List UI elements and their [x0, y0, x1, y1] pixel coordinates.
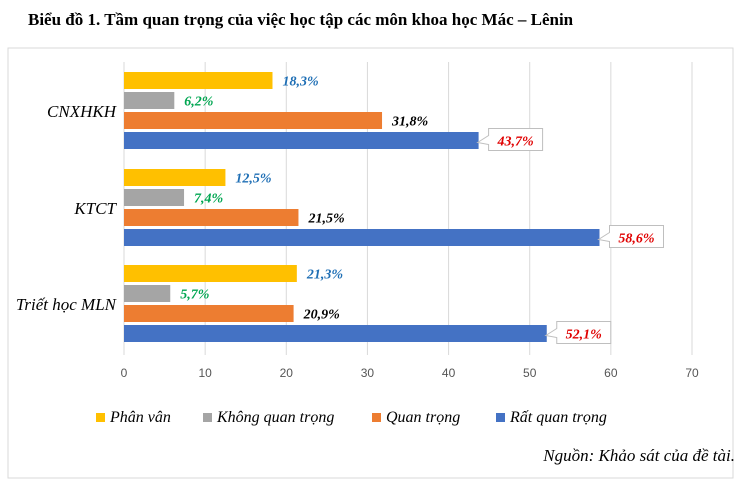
bar [124, 285, 171, 302]
data-callout-box [597, 225, 664, 248]
legend-label: Quan trọng [386, 409, 460, 426]
legend-label: Không quan trọng [216, 409, 334, 426]
bar [124, 305, 294, 322]
legend-swatch [372, 413, 381, 422]
legend-swatch [96, 413, 105, 422]
data-callout-box [476, 128, 544, 151]
category-label: KTCT [73, 199, 117, 218]
x-tick-label: 30 [361, 366, 375, 380]
bar [124, 112, 383, 129]
x-tick-label: 10 [198, 366, 212, 380]
data-label: 43,7% [497, 135, 534, 150]
category-label: CNXHKH [47, 102, 118, 121]
data-label: 21,5% [307, 212, 344, 227]
data-label: 18,3% [282, 75, 318, 90]
category-label: Triết học MLN [16, 295, 118, 314]
x-tick-label: 0 [121, 366, 128, 380]
chart-title: Biểu đồ 1. Tầm quan trọng của việc học t… [28, 10, 574, 29]
bar [124, 265, 297, 282]
bar [124, 92, 175, 109]
x-tick-label: 70 [685, 366, 699, 380]
data-label: 52,1% [566, 328, 602, 343]
bar [124, 229, 600, 246]
data-label: 5,7% [180, 288, 209, 303]
x-tick-label: 40 [442, 366, 456, 380]
data-label: 58,6% [618, 232, 654, 247]
bar [124, 209, 299, 226]
legend-label: Rất quan trọng [509, 409, 607, 426]
bar [124, 169, 226, 186]
x-tick-label: 50 [523, 366, 537, 380]
legend-label: Phân vân [109, 409, 171, 426]
data-callout-box [544, 321, 612, 344]
chart-border [7, 47, 734, 479]
bar [124, 72, 273, 89]
data-label: 7,4% [194, 192, 223, 207]
bar [124, 189, 185, 206]
data-label: 6,2% [184, 95, 213, 110]
data-label: 31,8% [391, 115, 428, 130]
data-label: 12,5% [235, 172, 271, 187]
x-tick-label: 20 [280, 366, 294, 380]
bar [124, 325, 547, 342]
bar [124, 132, 479, 149]
legend-swatch [496, 413, 505, 422]
source-note: Nguồn: Khảo sát của đề tài. [543, 446, 735, 465]
x-tick-label: 60 [604, 366, 618, 380]
data-label: 21,3% [306, 268, 343, 283]
legend-swatch [203, 413, 212, 422]
data-label: 20,9% [303, 308, 340, 323]
